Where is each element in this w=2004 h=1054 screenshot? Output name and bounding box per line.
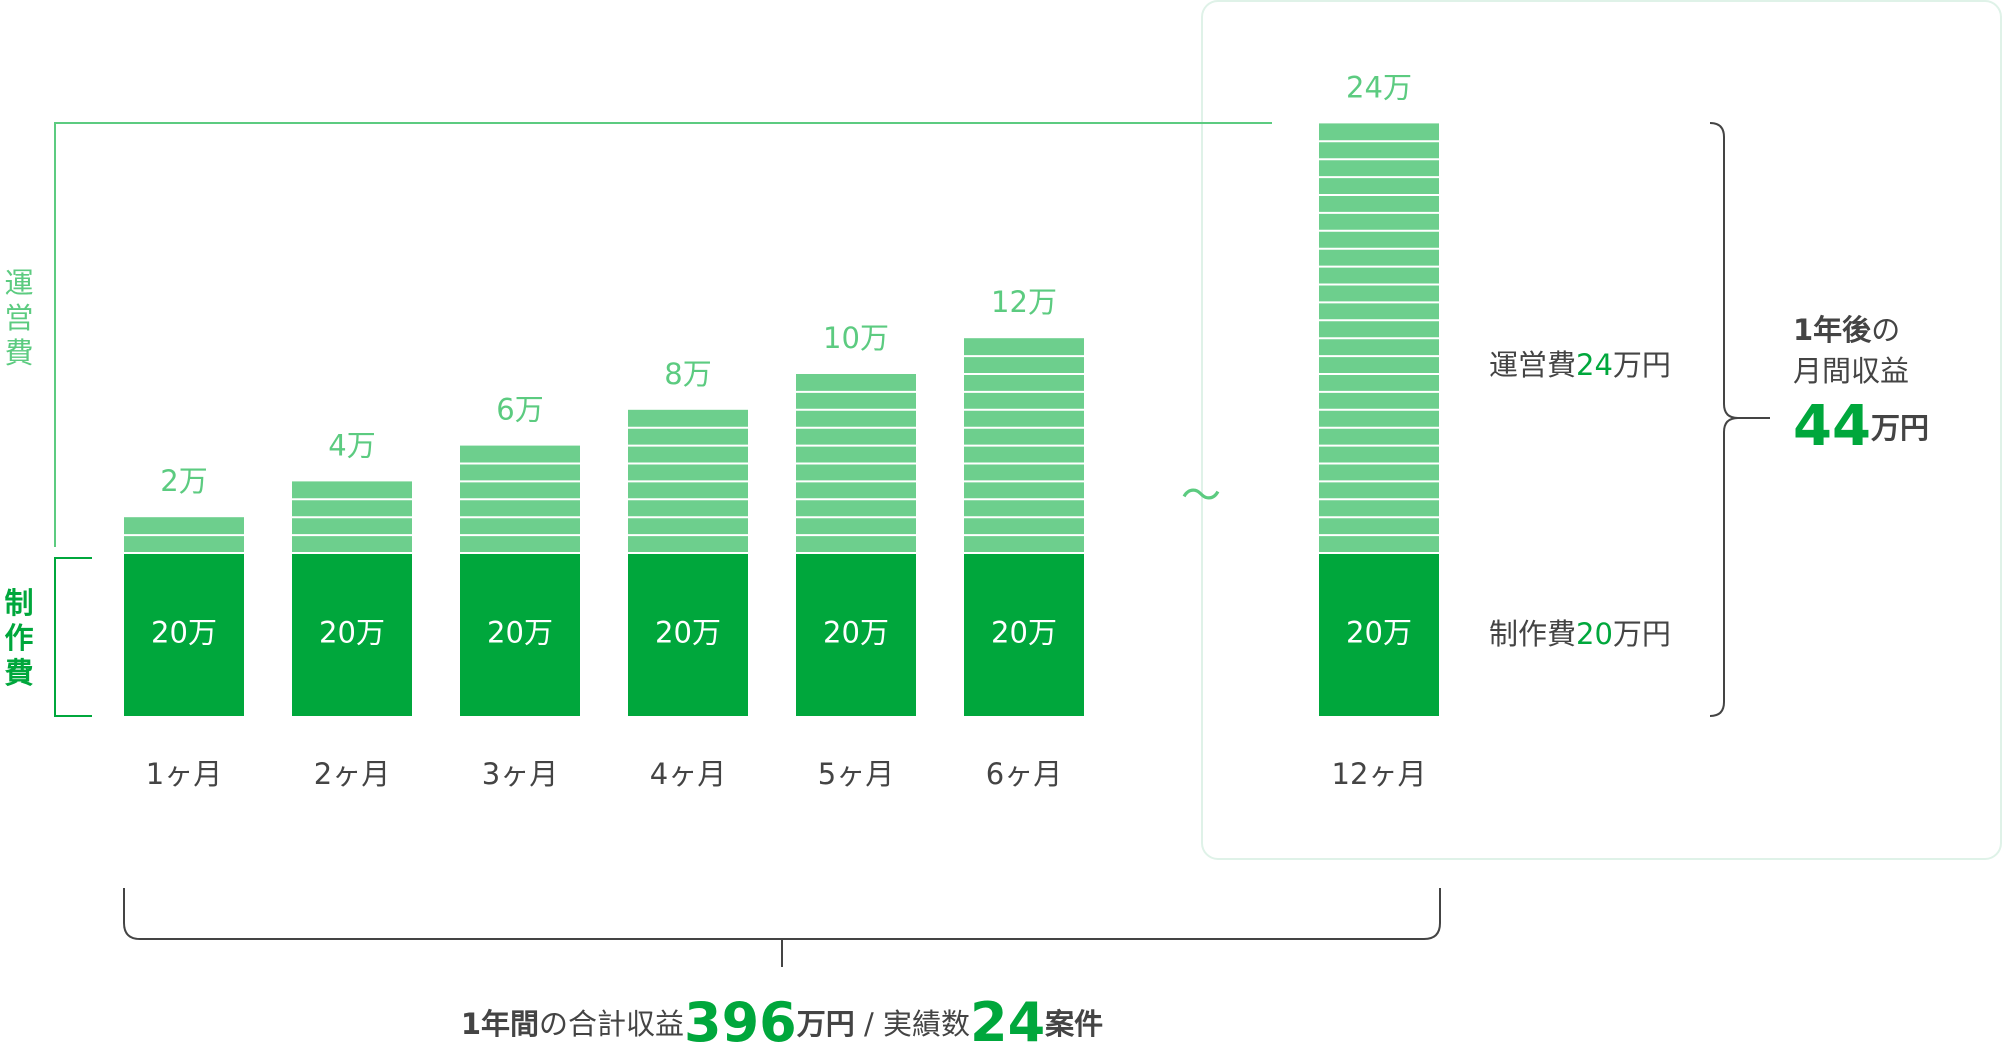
amount: 20	[1576, 617, 1613, 651]
amount: 396	[684, 991, 797, 1054]
value-label: 20万	[319, 616, 385, 650]
unit: 案件	[1045, 1007, 1103, 1041]
bar-segment	[796, 553, 916, 716]
x-tick-label: 1ヶ月	[146, 757, 222, 791]
text: 制作費	[1489, 617, 1576, 651]
monthly-line: 1年後の	[1793, 313, 1900, 347]
value-label: 2万	[160, 464, 207, 498]
text: 1年間	[461, 1007, 539, 1041]
production-annotation: 制作費20万円	[1489, 617, 1671, 651]
value-label: 20万	[655, 616, 721, 650]
highlight-panel	[1201, 0, 2002, 860]
amount: 24	[1576, 348, 1613, 382]
monthly-line: 月間収益	[1793, 354, 1909, 388]
text: 月間収益	[1793, 354, 1909, 388]
bar-segment	[292, 553, 412, 716]
right-brace	[1709, 122, 1770, 717]
unit: 万円	[1613, 617, 1671, 651]
bar-segment	[460, 553, 580, 716]
x-tick-label: 3ヶ月	[482, 757, 558, 791]
value-label: 12万	[991, 285, 1057, 319]
bar-segment	[964, 553, 1084, 716]
operating-bracket	[54, 122, 1272, 547]
x-tick-label: 4ヶ月	[650, 757, 726, 791]
value-label: 20万	[823, 616, 889, 650]
value-label: 24万	[1346, 70, 1412, 104]
series-label: 制作費	[0, 587, 34, 692]
value-label: 6万	[496, 393, 543, 427]
monthly-total: 44万円	[1793, 394, 1929, 459]
operating-annotation: 運営費24万円	[1489, 348, 1671, 382]
bar-segment	[124, 553, 244, 716]
x-tick-label: 2ヶ月	[314, 757, 390, 791]
amount: 24	[970, 991, 1045, 1054]
x-tick-label: 6ヶ月	[986, 757, 1062, 791]
value-label: 20万	[487, 616, 553, 650]
x-tick-label: 12ヶ月	[1332, 757, 1427, 791]
text: の合計収益	[539, 1007, 684, 1041]
break-mark: 〜	[1181, 473, 1221, 519]
production-bracket	[54, 557, 92, 717]
bottom-brace	[123, 888, 1441, 967]
value-label: 20万	[151, 616, 217, 650]
value-label: 20万	[991, 616, 1057, 650]
amount: 44	[1793, 394, 1871, 459]
unit: 万円	[1871, 411, 1929, 445]
text: / 実績数	[855, 1007, 970, 1041]
text: の	[1871, 313, 1900, 347]
value-label: 20万	[1346, 616, 1412, 650]
text: 1年後	[1793, 313, 1872, 347]
x-tick-label: 5ヶ月	[818, 757, 894, 791]
unit: 万円	[797, 1007, 855, 1041]
bar-segment	[1319, 553, 1439, 716]
text: 運営費	[1489, 348, 1576, 382]
unit: 万円	[1613, 348, 1671, 382]
value-label: 4万	[328, 428, 375, 462]
yearly-total: 1年間の合計収益396万円 / 実績数24案件	[461, 991, 1103, 1054]
series-label: 運営費	[0, 268, 34, 373]
value-label: 10万	[823, 321, 889, 355]
bar-segment	[628, 553, 748, 716]
value-label: 8万	[664, 357, 711, 391]
